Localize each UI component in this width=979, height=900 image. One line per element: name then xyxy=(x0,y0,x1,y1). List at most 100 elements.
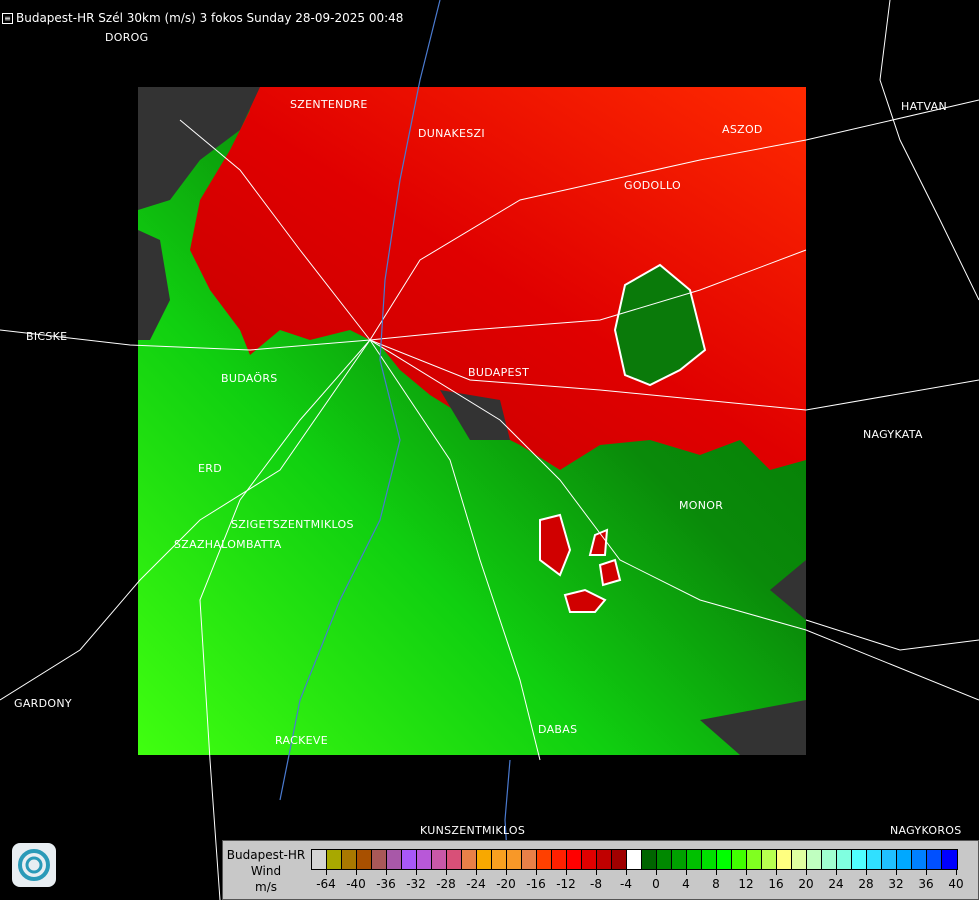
legend-swatches xyxy=(311,849,958,870)
legend-tick-label: -24 xyxy=(466,877,486,891)
city-label: GARDONY xyxy=(14,697,72,710)
city-label: NAGYKOROS xyxy=(890,824,962,837)
city-label: DUNAKESZI xyxy=(418,127,485,140)
legend-tick-label: 12 xyxy=(738,877,754,891)
legend-tick xyxy=(836,870,837,875)
legend-swatch xyxy=(597,850,612,869)
legend-tick-label: -28 xyxy=(436,877,456,891)
legend-swatch xyxy=(642,850,657,869)
legend-tick xyxy=(656,870,657,875)
legend-swatch xyxy=(552,850,567,869)
menu-icon[interactable]: ≡ xyxy=(2,12,13,24)
legend-tick xyxy=(566,870,567,875)
city-label: KUNSZENTMIKLOS xyxy=(420,824,526,837)
legend-swatch xyxy=(537,850,552,869)
legend-tick xyxy=(776,870,777,875)
legend-swatch xyxy=(867,850,882,869)
city-label: GODOLLO xyxy=(624,179,681,192)
legend-tick xyxy=(806,870,807,875)
radar-no-data xyxy=(138,230,170,340)
legend-swatch xyxy=(567,850,582,869)
city-label: ASZOD xyxy=(722,123,763,136)
legend-tick-label: -40 xyxy=(346,877,366,891)
legend-swatch xyxy=(612,850,627,869)
legend-tick xyxy=(716,870,717,875)
legend-tick xyxy=(626,870,627,875)
legend-tick xyxy=(446,870,447,875)
legend-swatch xyxy=(357,850,372,869)
legend-swatch xyxy=(342,850,357,869)
legend-tick xyxy=(866,870,867,875)
legend-swatch xyxy=(477,850,492,869)
city-label: SZENTENDRE xyxy=(290,98,368,111)
city-label: SZIGETSZENTMIKLOS xyxy=(231,518,354,531)
legend-swatch xyxy=(807,850,822,869)
legend-tick-label: -12 xyxy=(556,877,576,891)
legend-tick xyxy=(746,870,747,875)
radar-red-blob xyxy=(563,588,607,613)
legend-swatch xyxy=(687,850,702,869)
legend-station: Budapest-HR xyxy=(226,848,306,862)
city-label: SZAZHALOMBATTA xyxy=(174,538,282,551)
legend-swatch xyxy=(402,850,417,869)
city-label: HATVAN xyxy=(901,100,948,113)
legend-swatch xyxy=(462,850,477,869)
legend-tick xyxy=(326,870,327,875)
legend-swatch xyxy=(837,850,852,869)
legend-tick xyxy=(356,870,357,875)
legend-swatch xyxy=(507,850,522,869)
legend-swatch xyxy=(732,850,747,869)
legend-swatch xyxy=(942,850,957,869)
legend-tick-label: 20 xyxy=(798,877,814,891)
city-label: BICSKE xyxy=(26,330,68,343)
legend-tick-label: 16 xyxy=(768,877,784,891)
city-label: MONOR xyxy=(679,499,724,512)
legend-swatch xyxy=(897,850,912,869)
legend-tick xyxy=(476,870,477,875)
legend-tick-label: -64 xyxy=(316,877,336,891)
legend-swatch xyxy=(657,850,672,869)
legend-tick-label: 4 xyxy=(682,877,690,891)
legend-tick-label: 36 xyxy=(918,877,934,891)
map-title: ≡ Budapest-HR Szél 30km (m/s) 3 fokos Su… xyxy=(2,11,403,25)
legend-tick-label: 8 xyxy=(712,877,720,891)
city-label: BUDAÖRS xyxy=(221,372,278,385)
legend-swatch xyxy=(672,850,687,869)
legend-tick-label: -20 xyxy=(496,877,516,891)
legend-tick xyxy=(386,870,387,875)
legend-swatch xyxy=(627,850,642,869)
title-text: Budapest-HR Szél 30km (m/s) 3 fokos Sund… xyxy=(16,11,404,25)
color-legend: Budapest-HR Wind m/s -64 -40 -36 -32 -28 -24-… xyxy=(222,840,979,900)
legend-swatch xyxy=(447,850,462,869)
legend-swatch xyxy=(717,850,732,869)
radar-red-blob xyxy=(539,513,572,577)
radar-red-blob xyxy=(598,558,622,587)
city-label: DABAS xyxy=(538,723,578,736)
legend-title: Budapest-HR Wind m/s xyxy=(225,847,307,895)
legend-tick xyxy=(506,870,507,875)
legend-quantity: Wind xyxy=(250,864,282,878)
legend-tick-label: 0 xyxy=(652,877,660,891)
city-label: BUDAPEST xyxy=(468,366,530,379)
legend-tick-label: -32 xyxy=(406,877,426,891)
legend-swatch xyxy=(372,850,387,869)
legend-tick-label: 32 xyxy=(888,877,904,891)
legend-swatch xyxy=(312,850,327,869)
legend-swatch xyxy=(702,850,717,869)
legend-swatch xyxy=(492,850,507,869)
radar-no-data xyxy=(700,700,806,755)
omsz-logo-icon xyxy=(12,843,56,887)
legend-swatch xyxy=(582,850,597,869)
legend-swatch xyxy=(882,850,897,869)
radar-no-data xyxy=(138,87,260,210)
legend-swatch xyxy=(522,850,537,869)
radar-no-data xyxy=(770,560,806,620)
legend-tick xyxy=(956,870,957,875)
legend-unit: m/s xyxy=(255,880,277,894)
legend-swatch xyxy=(387,850,402,869)
legend-tick-label: 28 xyxy=(858,877,874,891)
legend-swatch xyxy=(747,850,762,869)
